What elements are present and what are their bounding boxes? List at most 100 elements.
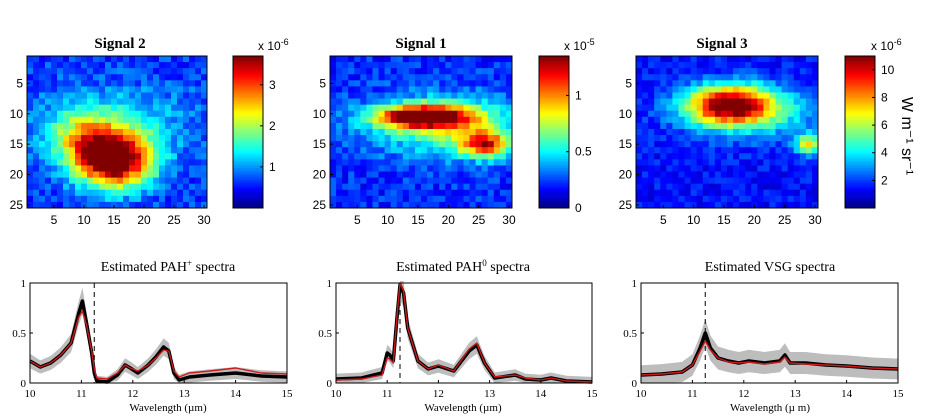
heatmap-cell (27, 122, 34, 130)
heatmap-cell (505, 141, 513, 148)
heatmap-cell (105, 201, 112, 209)
heatmap-cell (189, 183, 196, 191)
heatmap-cell (457, 147, 464, 154)
heatmap-cell (475, 62, 483, 69)
heatmap-cell (396, 62, 404, 69)
colorbar-segment (539, 86, 569, 90)
heatmap-cell (660, 62, 667, 69)
heatmap-cell (684, 110, 691, 118)
heatmap-cell (666, 122, 673, 130)
heatmap-cell (475, 80, 483, 87)
heatmap-cell (342, 110, 349, 118)
colorbar-segment (233, 86, 263, 90)
heatmap-cell (402, 86, 410, 93)
heatmap-cell (27, 159, 34, 166)
heatmap-cell (481, 135, 489, 142)
colorbar-segment (539, 58, 569, 62)
heatmap-cell (505, 153, 513, 160)
heatmap-cell (421, 165, 428, 172)
heatmap-cell (57, 80, 64, 87)
heatmap-cell (427, 147, 434, 154)
heatmap-cell (348, 147, 355, 154)
heatmap-cell (372, 177, 379, 185)
heatmap-cell (696, 195, 704, 203)
heatmap-cell (793, 159, 801, 166)
colorbar-segment (539, 77, 569, 81)
heatmap-cell (757, 56, 764, 63)
colorbar-segment (539, 84, 569, 88)
heatmap-cell (366, 104, 373, 112)
heatmap-cell (457, 159, 464, 166)
heatmap-cell (475, 104, 483, 112)
heatmap-cell (445, 171, 452, 178)
heatmap-cell (51, 147, 58, 154)
heatmap-cell (378, 189, 385, 197)
heatmap-cell (201, 68, 208, 75)
heatmap-cell (445, 116, 452, 124)
heatmap-cell (763, 135, 770, 142)
heatmap-cell (189, 159, 196, 166)
heatmap-cell (201, 62, 208, 69)
heatmap-cell (799, 195, 807, 203)
heatmap-cell (75, 62, 82, 69)
heatmap-cell (469, 68, 476, 75)
heatmap-cell (463, 56, 470, 63)
heatmap-cell (45, 110, 52, 118)
heatmap-cell (123, 62, 130, 69)
heatmap-cell (201, 110, 208, 118)
x-tick-label: 12 (127, 388, 138, 400)
heatmap-cell (189, 98, 196, 106)
heatmap-cell (487, 128, 495, 136)
heatmap-cell (330, 159, 337, 166)
heatmap-cell (195, 74, 202, 81)
heatmap-cell (201, 92, 208, 99)
heatmap-cell (427, 153, 434, 160)
heatmap-cell (57, 128, 64, 136)
heatmap-cell (360, 86, 367, 93)
colorbar-segment (845, 98, 875, 102)
heatmap-cell (487, 165, 495, 172)
heatmap-cell (757, 86, 764, 93)
colorbar-segment (539, 56, 569, 59)
heatmap-cell (702, 165, 710, 172)
heatmap-cell (63, 147, 70, 154)
heatmap-cell (648, 68, 655, 75)
heatmap-cell (69, 141, 76, 148)
heatmap-cell (727, 80, 734, 87)
heatmap-cell (702, 80, 710, 87)
heatmap-cell (171, 153, 178, 160)
heatmap-cell (811, 159, 819, 166)
heatmap-cell (135, 171, 142, 178)
colorbar-segment (845, 136, 875, 140)
heatmap-cell (636, 104, 643, 112)
heatmap-cell (105, 74, 112, 81)
heatmap-cell (342, 135, 349, 142)
heatmap-cell (27, 74, 34, 81)
heatmap-cell (33, 80, 40, 87)
heatmap-cell (684, 122, 691, 130)
heatmap-cell (745, 116, 752, 124)
heatmap-cell (354, 98, 361, 106)
heatmap-cell (781, 68, 789, 75)
heatmap-cell (690, 165, 698, 172)
heatmap-cell (342, 159, 349, 166)
heatmap-cell (805, 110, 813, 118)
heatmap-cell (648, 141, 655, 148)
heatmap-cell (330, 177, 337, 185)
heatmap-cell (451, 56, 458, 63)
heatmap-cell (799, 92, 807, 99)
heatmap-cell (402, 153, 410, 160)
heatmap-cell (666, 56, 673, 63)
heatmap-cell (177, 68, 184, 75)
heatmap-cell (727, 104, 734, 112)
heatmap-cell (727, 116, 734, 124)
heatmap-cell (733, 141, 740, 148)
heatmap-cell (75, 98, 82, 106)
heatmap-cell (469, 110, 476, 118)
heatmap-cell (469, 128, 476, 136)
heatmap-cell (463, 135, 470, 142)
heatmap-cell (708, 68, 716, 75)
heatmap-cell (439, 165, 446, 172)
heatmap-cell (201, 98, 208, 106)
